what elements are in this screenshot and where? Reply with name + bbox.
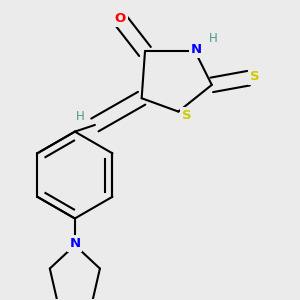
Text: N: N	[69, 237, 80, 250]
Text: H: H	[209, 32, 218, 45]
Text: N: N	[191, 43, 202, 56]
Text: H: H	[76, 110, 84, 123]
Text: S: S	[250, 70, 259, 83]
Text: O: O	[114, 12, 126, 25]
Text: S: S	[182, 109, 191, 122]
